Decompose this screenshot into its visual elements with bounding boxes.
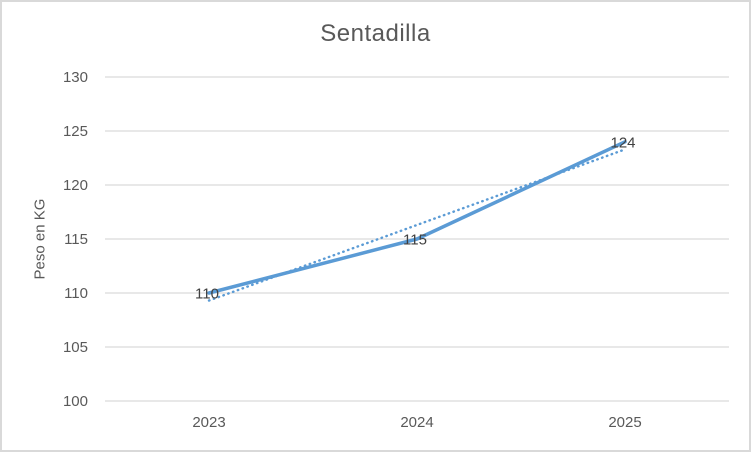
y-tick-label: 120 (63, 177, 88, 194)
data-label: 110 (195, 286, 219, 303)
y-tick-label: 105 (63, 339, 88, 356)
y-tick-label: 115 (64, 231, 88, 248)
x-tick-label: 2023 (192, 414, 225, 431)
data-label: 115 (403, 232, 427, 249)
trendline (207, 148, 627, 302)
x-tick-label: 2024 (400, 414, 433, 431)
y-tick-label: 125 (63, 123, 88, 140)
x-tick-label: 2025 (608, 414, 641, 431)
data-label: 124 (610, 134, 635, 151)
y-tick-label: 100 (63, 393, 88, 410)
y-axis-title: Peso en KG (31, 198, 49, 280)
series-line (207, 140, 627, 295)
y-tick-label: 110 (64, 285, 88, 302)
y-tick-label: 130 (63, 69, 88, 86)
chart-title: Sentadilla (320, 20, 431, 47)
